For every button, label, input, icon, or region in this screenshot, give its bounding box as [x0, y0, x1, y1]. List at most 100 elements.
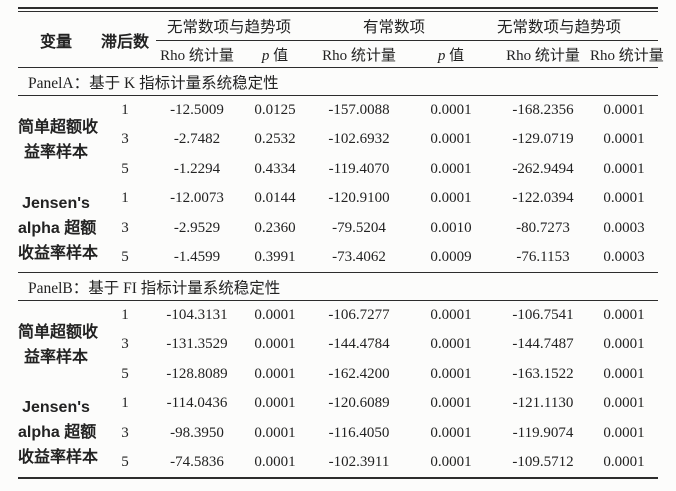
data-cell: -129.0719: [512, 131, 574, 148]
data-cell: -120.9100: [328, 190, 390, 207]
p-label: 值: [445, 47, 465, 64]
data-cell: 0.0001: [430, 307, 472, 323]
data-cell: 0.0003: [603, 219, 645, 236]
data-cell: -128.8089: [166, 365, 228, 382]
lag-cell: 5: [121, 249, 129, 265]
data-cell: -106.7277: [328, 307, 390, 323]
data-cell: 0.0001: [430, 424, 472, 441]
data-cell: 0.2360: [254, 219, 296, 236]
lag-cell: 5: [121, 453, 129, 470]
data-cell: 0.0001: [603, 365, 645, 382]
row-group-label-jensens-alpha: Jensen's alpha 超额 收益率样本: [18, 184, 99, 273]
table-top-double-rule: [18, 7, 658, 12]
data-cell: -1.4599: [173, 249, 221, 265]
data-cell: -119.9074: [512, 424, 574, 441]
label-line: 收益率样本: [18, 244, 99, 262]
lag-cell: 1: [121, 190, 129, 207]
data-cell: 0.0001: [254, 395, 296, 412]
stability-statistics-table: 变量 滞后数 无常数项与趋势项 有常数项 无常数项与趋势项 Rho 统计量 p …: [18, 12, 664, 479]
p-label: 值: [269, 47, 289, 64]
lag-cell: 1: [121, 102, 129, 118]
table-row: 5 -1.4599 0.3991 -73.4062 0.0009 -76.115…: [18, 243, 658, 273]
data-cell: 0.0001: [603, 307, 645, 323]
data-cell: -102.3911: [328, 453, 390, 470]
table-header: 变量 滞后数 无常数项与趋势项 有常数项 无常数项与趋势项 Rho 统计量 p …: [18, 12, 664, 68]
header-rho-1: Rho 统计量: [156, 40, 238, 68]
table-row: 3 -98.3950 0.0001 -116.4050 0.0001 -119.…: [18, 419, 658, 449]
table-row: 3 -2.9529 0.2360 -79.5204 0.0010 -80.727…: [18, 214, 658, 244]
data-cell: 0.0001: [603, 190, 645, 207]
data-cell: -119.4070: [328, 160, 390, 177]
lag-cell: 3: [121, 131, 129, 148]
data-cell: 0.0001: [430, 395, 472, 412]
data-cell: -102.6932: [328, 131, 390, 148]
data-cell: -98.3950: [170, 424, 224, 441]
data-cell: 0.0001: [603, 336, 645, 353]
data-cell: -2.9529: [173, 219, 221, 236]
data-cell: 0.0001: [254, 453, 296, 470]
p-symbol: p: [437, 47, 446, 64]
data-cell: -122.0394: [512, 190, 574, 207]
label-line: alpha 超额: [18, 219, 97, 237]
data-cell: 0.0001: [254, 365, 296, 382]
data-cell: -114.0436: [166, 395, 228, 412]
row-group-label-jensens-alpha: Jensen's alpha 超额 收益率样本: [18, 389, 98, 478]
table-row: 5 -74.5836 0.0001 -102.3911 0.0001 -109.…: [18, 448, 658, 478]
data-cell: -262.9494: [512, 160, 574, 177]
header-rho-4: Rho 统计量: [590, 40, 664, 68]
data-cell: 0.0001: [430, 453, 472, 470]
paper-table-sheet: 变量 滞后数 无常数项与趋势项 有常数项 无常数项与趋势项 Rho 统计量 p …: [18, 7, 664, 479]
data-cell: -106.7541: [512, 307, 574, 323]
data-cell: 0.0001: [603, 131, 645, 148]
header-variable: 变量: [18, 12, 94, 68]
data-cell: 0.4334: [254, 160, 296, 177]
panel-b-title-row: PanelB：基于 FI 指标计量系统稳定性: [18, 272, 659, 301]
label-line: 益率样本: [23, 349, 88, 366]
data-cell: -120.6089: [328, 395, 390, 412]
table-row: 3 -2.7482 0.2532 -102.6932 0.0001 -129.0…: [18, 125, 658, 155]
data-cell: -168.2356: [512, 102, 574, 118]
label-line: 简单超额收: [18, 119, 99, 136]
data-cell: 0.0001: [603, 160, 645, 177]
lag-cell: 3: [121, 336, 129, 353]
header-p-1: p 值: [238, 40, 313, 68]
header-p-2: p 值: [406, 40, 497, 68]
data-cell: -79.5204: [332, 219, 386, 236]
panel-b-title: PanelB：基于 FI 指标计量系统稳定性: [18, 272, 659, 301]
lag-cell: 5: [121, 160, 129, 177]
data-cell: 0.0001: [603, 102, 645, 118]
label-line: 益率样本: [23, 144, 88, 161]
data-cell: -2.7482: [173, 131, 221, 148]
data-cell: -144.4784: [328, 336, 390, 353]
data-cell: -131.3529: [166, 336, 228, 353]
data-cell: -157.0088: [328, 102, 390, 118]
data-cell: 0.0001: [430, 365, 472, 382]
data-cell: -73.4062: [332, 249, 386, 265]
header-group-no-const-trend-2: 无常数项与趋势项: [496, 12, 659, 41]
header-row-groups: 变量 滞后数 无常数项与趋势项 有常数项 无常数项与趋势项: [18, 12, 659, 68]
data-cell: -12.5009: [170, 102, 224, 118]
data-cell: 0.0125: [254, 102, 296, 118]
data-cell: 0.0001: [430, 160, 472, 177]
table-body: PanelA：基于 K 指标计量系统稳定性 简单超额收 益率样本 1 -12.5…: [18, 67, 659, 478]
data-cell: 0.0001: [603, 395, 645, 412]
data-cell: -76.1153: [516, 249, 570, 265]
data-cell: -104.3131: [166, 307, 228, 323]
data-cell: 0.0001: [430, 131, 472, 148]
lag-cell: 1: [121, 395, 129, 412]
data-cell: 0.3991: [254, 249, 296, 265]
label-line: alpha 超额: [18, 424, 97, 442]
data-cell: 0.0001: [430, 336, 472, 353]
lag-cell: 3: [121, 424, 129, 441]
lag-cell: 5: [121, 365, 129, 382]
data-cell: -121.1130: [512, 395, 574, 412]
label-line: Jensen's: [22, 399, 90, 417]
data-cell: 0.0001: [254, 307, 296, 323]
table-row: Jensen's alpha 超额 收益率样本 1 -114.0436 0.00…: [18, 389, 658, 466]
row-group-label-simple-excess: 简单超额收 益率样本: [18, 96, 99, 185]
data-cell: 0.0001: [603, 424, 645, 441]
data-cell: 0.0009: [430, 249, 472, 265]
lag-cell: 1: [121, 307, 129, 323]
data-cell: 0.0001: [430, 190, 472, 207]
data-cell: -80.7273: [516, 219, 570, 236]
